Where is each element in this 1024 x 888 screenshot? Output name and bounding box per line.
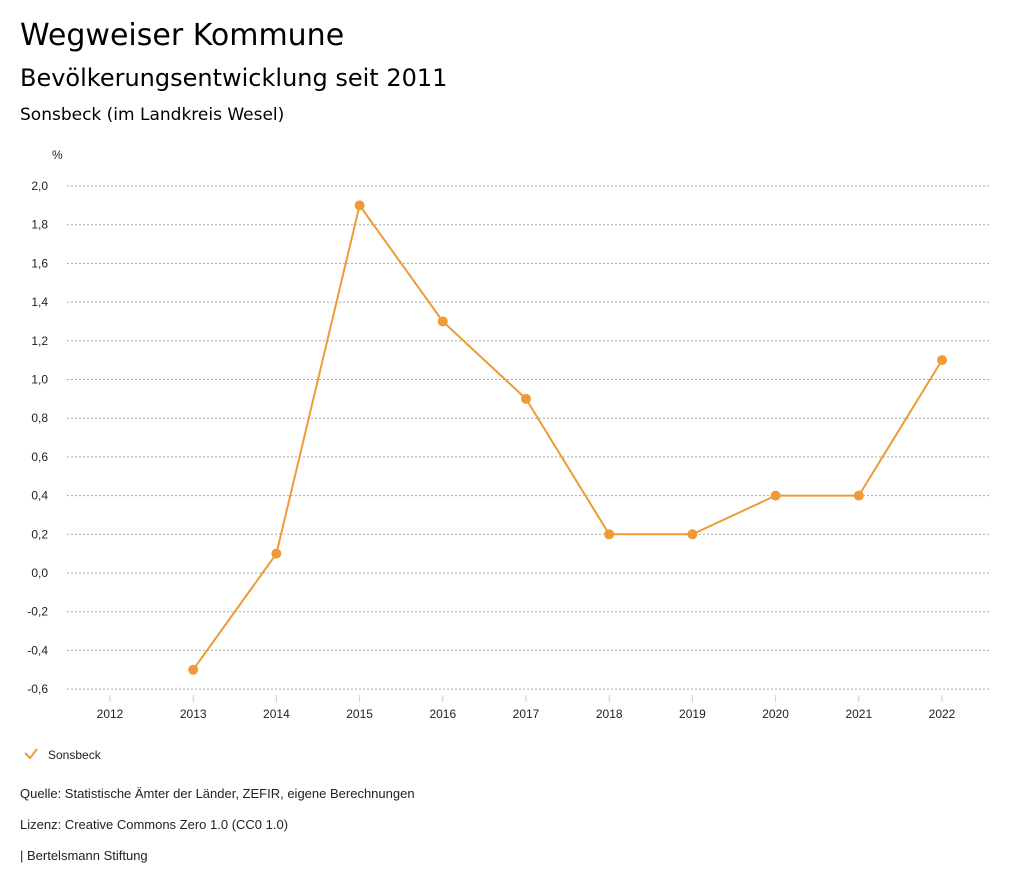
legend-check-icon	[24, 748, 38, 760]
data-point	[437, 316, 448, 327]
series-line	[192, 202, 943, 671]
y-tick-label: -0,4	[27, 643, 48, 657]
data-point	[271, 548, 282, 559]
data-point	[521, 393, 531, 404]
data-point	[853, 490, 864, 501]
y-tick-label: 0,4	[31, 489, 48, 503]
y-tick-label: 1,0	[31, 373, 48, 387]
x-tick-label: 2021	[845, 707, 872, 721]
y-tick-label: 1,8	[31, 218, 48, 232]
y-axis-unit: %	[52, 148, 63, 162]
x-tick-label: 2013	[180, 707, 207, 721]
y-tick-label: 1,4	[31, 295, 48, 309]
publisher-note: | Bertelsmann Stiftung	[20, 848, 148, 863]
x-tick-label: 2014	[263, 707, 290, 721]
data-point	[354, 200, 365, 211]
chart-subtitle: Bevölkerungsentwicklung seit 2011	[20, 64, 448, 92]
data-point	[937, 355, 947, 366]
data-point	[687, 529, 698, 540]
y-tick-label: 0,8	[31, 411, 48, 425]
y-tick-label: -0,2	[27, 605, 48, 619]
x-tick-label: 2018	[596, 707, 623, 721]
y-tick-label: 0,2	[31, 527, 48, 541]
y-tick-label: 2,0	[31, 179, 48, 193]
line-chart: % 2,0 1,8 1,6 1,4 1,2 1,0 0,8 0,6 0,4 0,2 0,0 -0,2 -0…	[24, 148, 990, 762]
source-note: Quelle: Statistische Ämter der Länder, Z…	[20, 786, 415, 801]
x-tick-label: 2017	[513, 707, 540, 721]
data-point	[188, 664, 199, 675]
data-point	[770, 490, 781, 501]
x-tick-label: 2016	[429, 707, 456, 721]
page-title: Wegweiser Kommune	[20, 18, 345, 53]
x-tick-label: 2019	[679, 707, 706, 721]
x-tick-label: 2020	[762, 707, 789, 721]
x-tick-label: 2012	[97, 707, 124, 721]
y-tick-label: 0,6	[31, 450, 48, 464]
x-tick-label: 2015	[346, 707, 373, 721]
y-tick-label: 1,2	[31, 334, 48, 348]
region-label: Sonsbeck (im Landkreis Wesel)	[20, 105, 285, 125]
y-tick-label: 0,0	[31, 566, 48, 580]
license-note: Lizenz: Creative Commons Zero 1.0 (CC0 1…	[20, 817, 289, 832]
legend-label: Sonsbeck	[48, 748, 102, 762]
data-point	[604, 529, 615, 540]
y-tick-label: -0,6	[27, 682, 48, 696]
x-tick-label: 2022	[929, 707, 956, 721]
y-tick-label: 1,6	[31, 256, 48, 270]
